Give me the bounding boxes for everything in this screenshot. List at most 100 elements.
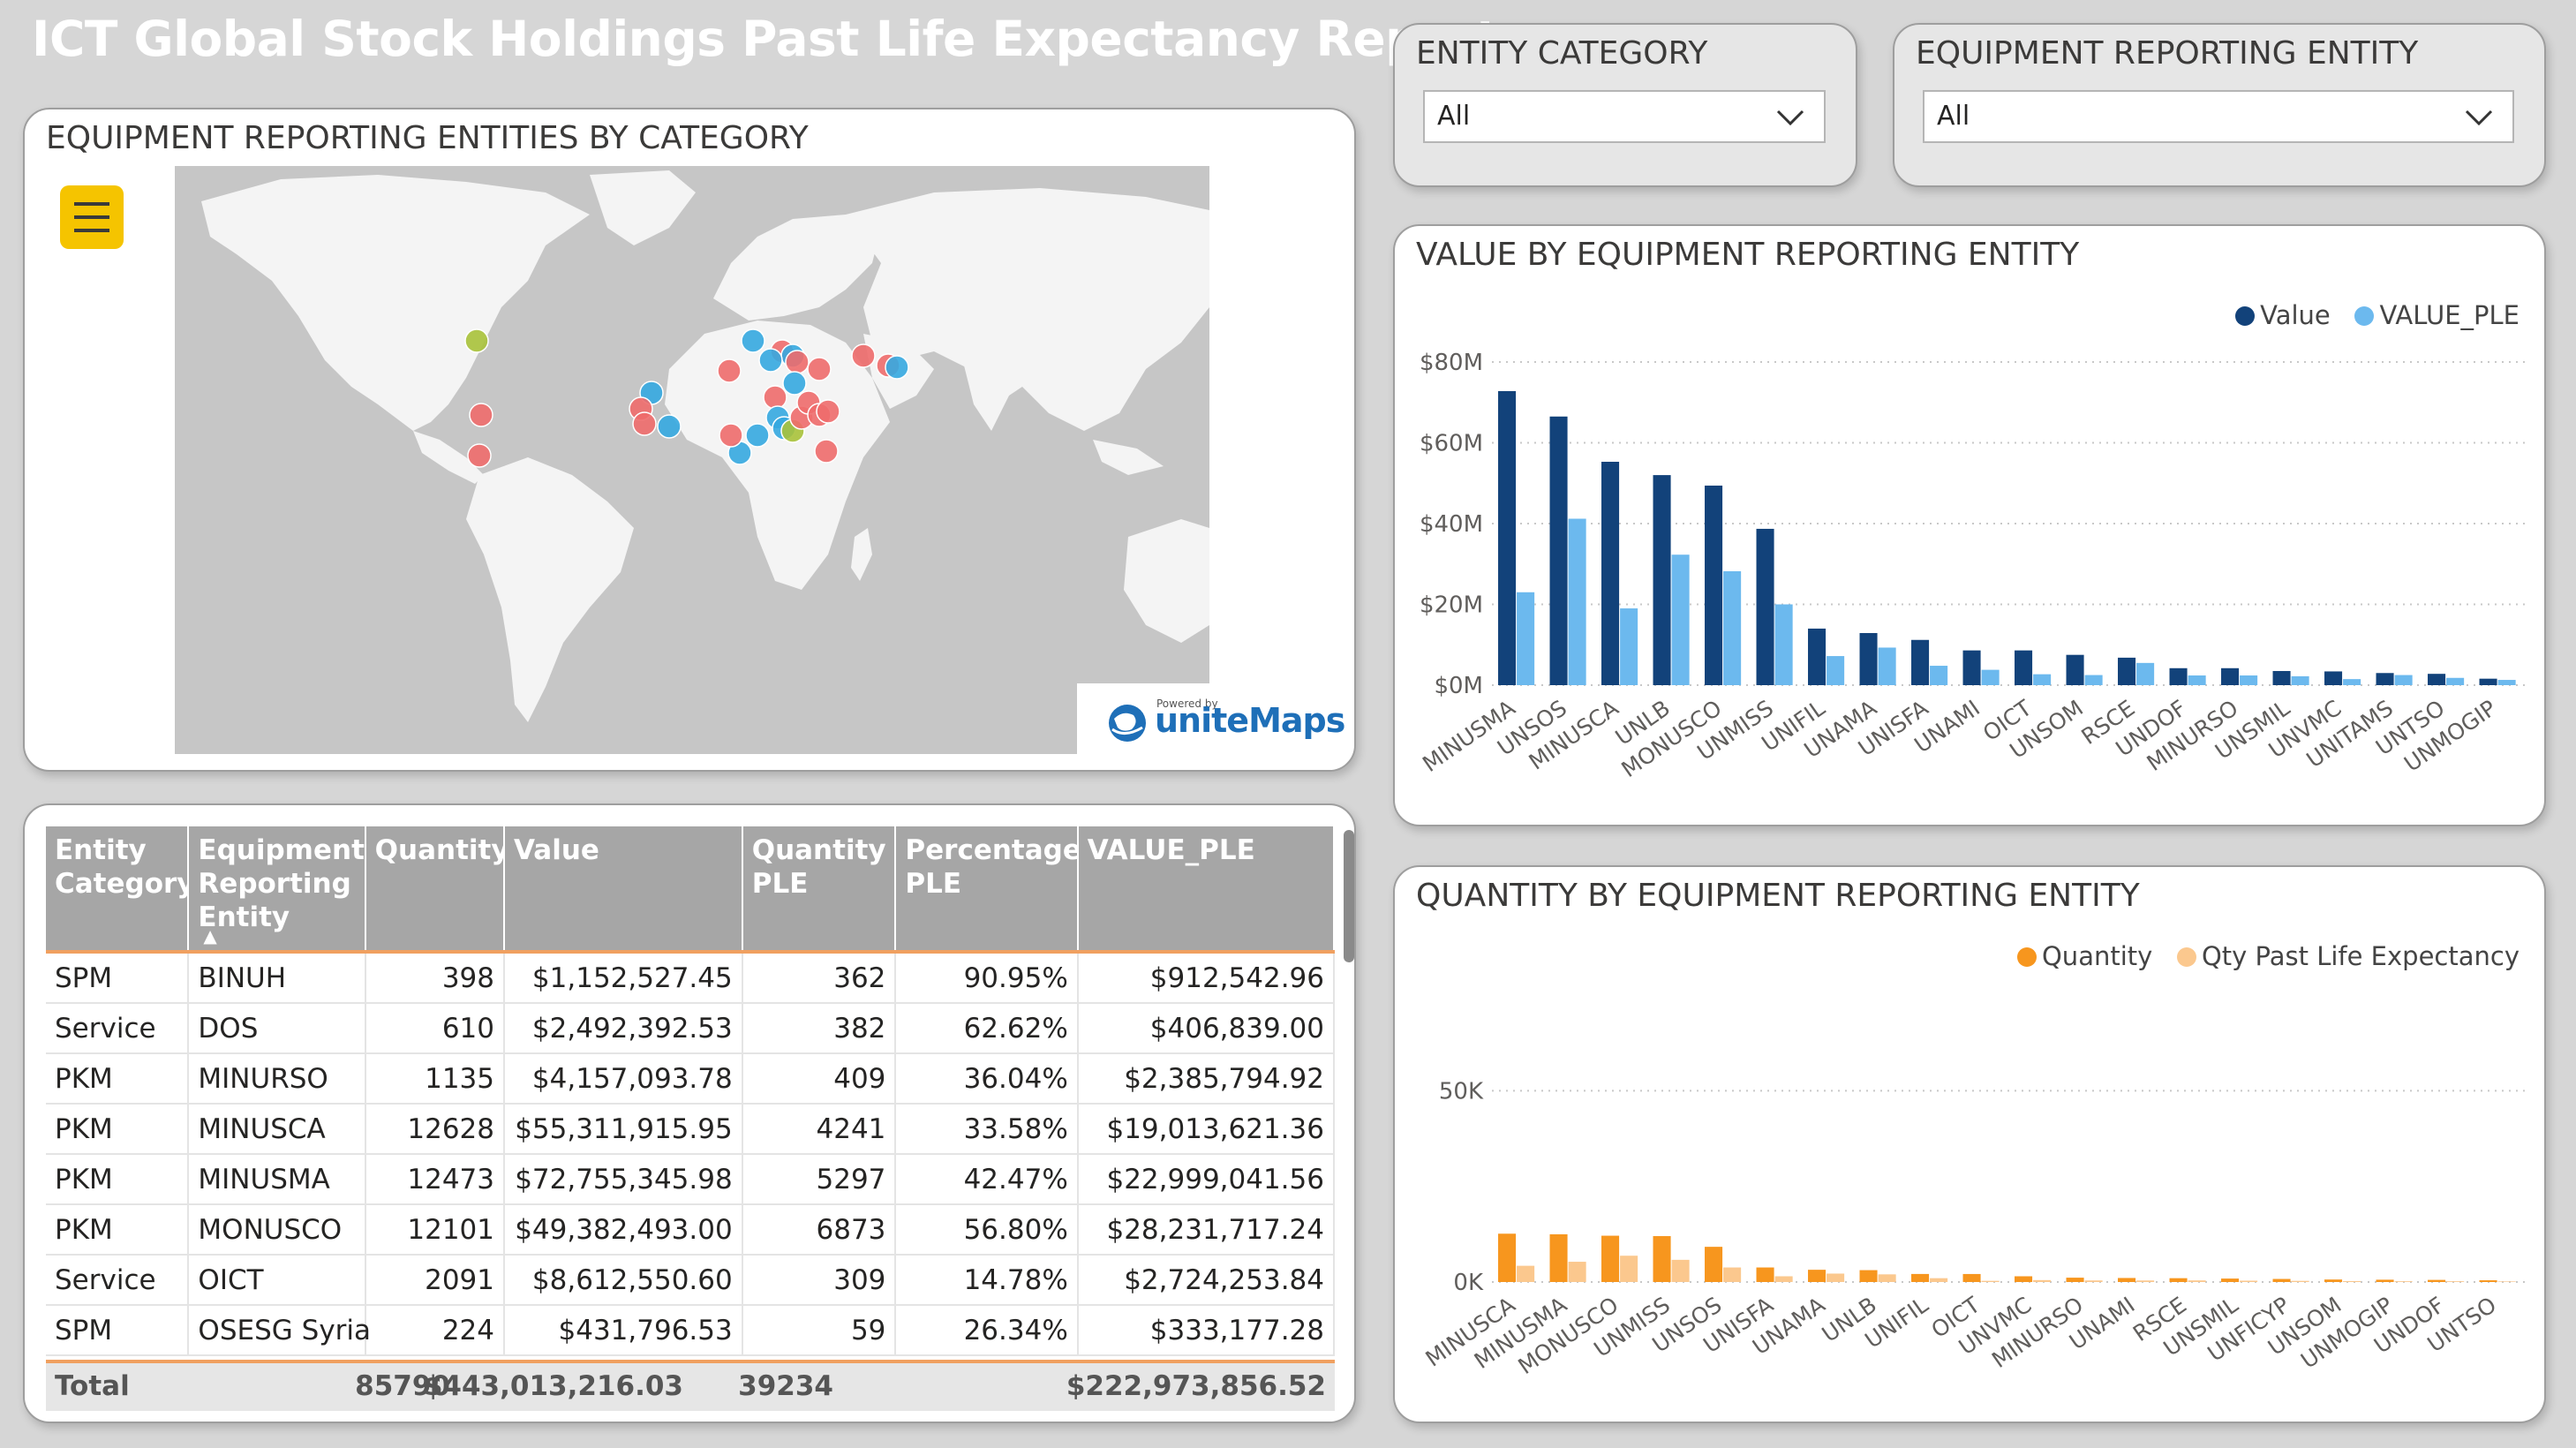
table-row[interactable]: Service OICT 2091 $8,612,550.60 309 14.78% $2,… (46, 1255, 1336, 1306)
header-value-ple[interactable]: VALUE_PLE (1077, 826, 1336, 954)
legend-item-qty-ple[interactable]: Qty Past Life Expectancy (2176, 941, 2520, 971)
entity-category-dropdown[interactable]: All (1423, 90, 1826, 143)
bar-primary[interactable] (1911, 639, 1930, 685)
bar-primary[interactable] (2066, 1278, 2084, 1282)
table-row[interactable]: PKM MINURSO 1135 $4,157,093.78 409 36.04% $2,3… (46, 1053, 1336, 1105)
bar-secondary[interactable] (2240, 1280, 2258, 1282)
bar-primary[interactable] (2169, 1278, 2188, 1282)
bar-secondary[interactable] (2033, 1279, 2052, 1282)
bar-secondary[interactable] (1723, 570, 1742, 685)
bar-secondary[interactable] (1774, 1276, 1793, 1283)
header-quantity[interactable]: Quantity (365, 826, 509, 954)
bar-secondary[interactable] (2446, 1281, 2465, 1282)
bar-primary[interactable] (2015, 1276, 2033, 1283)
world-map[interactable] (175, 166, 1209, 754)
bar-secondary[interactable] (1981, 1280, 2000, 1282)
bar-primary[interactable] (1756, 1267, 1774, 1282)
map-marker-blue[interactable] (782, 371, 807, 396)
quantity-bar-chart[interactable]: 0K50KMINUSCAMINUSMAMONUSCOUNMISSUNSOSUNI… (1395, 867, 2546, 1423)
menu-icon[interactable] (60, 185, 124, 249)
map-marker-red[interactable] (814, 439, 839, 464)
bar-secondary[interactable] (1620, 1256, 1638, 1282)
bar-secondary[interactable] (1878, 647, 1896, 685)
bar-secondary[interactable] (2394, 675, 2413, 685)
bar-primary[interactable] (1601, 462, 1620, 685)
bar-secondary[interactable] (2291, 1280, 2309, 1282)
bar-primary[interactable] (1962, 650, 1981, 685)
bar-primary[interactable] (2118, 1278, 2136, 1282)
unitemaps-logo[interactable]: uniteMaps (1107, 699, 1345, 743)
bar-primary[interactable] (1498, 1233, 1517, 1282)
bar-secondary[interactable] (2188, 1280, 2206, 1282)
bar-primary[interactable] (2428, 674, 2446, 685)
map-marker-red[interactable] (763, 385, 787, 410)
bar-primary[interactable] (2118, 657, 2136, 685)
bar-secondary[interactable] (2497, 1281, 2516, 1282)
bar-primary[interactable] (1549, 416, 1568, 685)
bar-primary[interactable] (2324, 1279, 2343, 1282)
map-marker-red[interactable] (807, 357, 832, 381)
bar-primary[interactable] (1962, 1273, 1981, 1282)
bar-secondary[interactable] (1827, 656, 1845, 685)
bar-primary[interactable] (2015, 650, 2033, 685)
table-row[interactable]: Service DOS 610 $2,492,392.53 382 62.62% $406,… (46, 1003, 1336, 1054)
bar-secondary[interactable] (1517, 592, 1535, 685)
bar-secondary[interactable] (2240, 675, 2258, 685)
table-row[interactable]: SPM BINUH 398 $1,152,527.45 362 90.95% $912,54… (46, 952, 1336, 1004)
bar-secondary[interactable] (1568, 1262, 1586, 1282)
map-marker-red[interactable] (467, 443, 492, 468)
bar-primary[interactable] (1653, 475, 1671, 685)
header-percentage-ple[interactable]: Percentage PLE (895, 826, 1081, 954)
legend-item-value-ple[interactable]: VALUE_PLE (2354, 300, 2520, 330)
map-marker-blue[interactable] (885, 355, 909, 380)
map-marker-blue[interactable] (741, 328, 765, 353)
bar-secondary[interactable] (1930, 1278, 1948, 1282)
bar-primary[interactable] (2272, 670, 2291, 685)
map-marker-blue[interactable] (657, 414, 682, 439)
bar-secondary[interactable] (2084, 675, 2103, 685)
bar-primary[interactable] (1705, 1247, 1723, 1282)
header-quantity-ple[interactable]: Quantity PLE (742, 826, 897, 954)
bar-primary[interactable] (2479, 678, 2497, 685)
bar-secondary[interactable] (2188, 675, 2206, 685)
bar-primary[interactable] (2428, 1279, 2446, 1282)
bar-secondary[interactable] (1878, 1274, 1896, 1282)
bar-secondary[interactable] (2343, 1280, 2361, 1282)
bar-secondary[interactable] (2446, 677, 2465, 685)
bar-secondary[interactable] (1620, 608, 1638, 685)
header-value[interactable]: Value (504, 826, 743, 954)
header-entity-category[interactable]: Entity Category (46, 826, 195, 954)
map-marker-red[interactable] (469, 403, 493, 427)
bar-secondary[interactable] (1930, 666, 1948, 685)
bar-secondary[interactable] (2291, 675, 2309, 685)
bar-secondary[interactable] (2394, 1281, 2413, 1282)
bar-secondary[interactable] (1517, 1265, 1535, 1282)
bar-primary[interactable] (1808, 1270, 1827, 1282)
map-marker-red[interactable] (785, 350, 810, 374)
bar-primary[interactable] (1601, 1235, 1620, 1282)
bar-primary[interactable] (2066, 654, 2084, 685)
table-row[interactable]: PKM MINUSMA 12473 $72,755,345.98 5297 42.47% $… (46, 1154, 1336, 1205)
bar-secondary[interactable] (1671, 554, 1690, 685)
bar-secondary[interactable] (1827, 1273, 1845, 1282)
bar-secondary[interactable] (2033, 674, 2052, 685)
legend-item-quantity[interactable]: Quantity (2016, 941, 2152, 971)
bar-primary[interactable] (2272, 1278, 2291, 1282)
bar-primary[interactable] (2169, 667, 2188, 685)
bar-primary[interactable] (1756, 528, 1774, 685)
bar-secondary[interactable] (2136, 662, 2155, 685)
bar-primary[interactable] (2376, 1279, 2394, 1282)
bar-primary[interactable] (1859, 1270, 1878, 1282)
value-bar-chart[interactable]: $0M$20M$40M$60M$80MMINUSMAUNSOSMINUSCAUN… (1395, 226, 2546, 826)
equipment-entity-dropdown[interactable]: All (1923, 90, 2514, 143)
bar-primary[interactable] (2376, 673, 2394, 685)
bar-primary[interactable] (1498, 390, 1517, 685)
bar-secondary[interactable] (1723, 1267, 1742, 1282)
map-marker-blue[interactable] (758, 348, 783, 373)
table-row[interactable]: PKM MONUSCO 12101 $49,382,493.00 6873 56.80% $… (46, 1204, 1336, 1256)
map-marker-red[interactable] (719, 423, 743, 448)
map-marker-red[interactable] (851, 343, 876, 368)
bar-primary[interactable] (2221, 667, 2240, 685)
table-row[interactable]: PKM MINUSCA 12628 $55,311,915.95 4241 33.58% $… (46, 1104, 1336, 1155)
bar-primary[interactable] (2479, 1280, 2497, 1282)
